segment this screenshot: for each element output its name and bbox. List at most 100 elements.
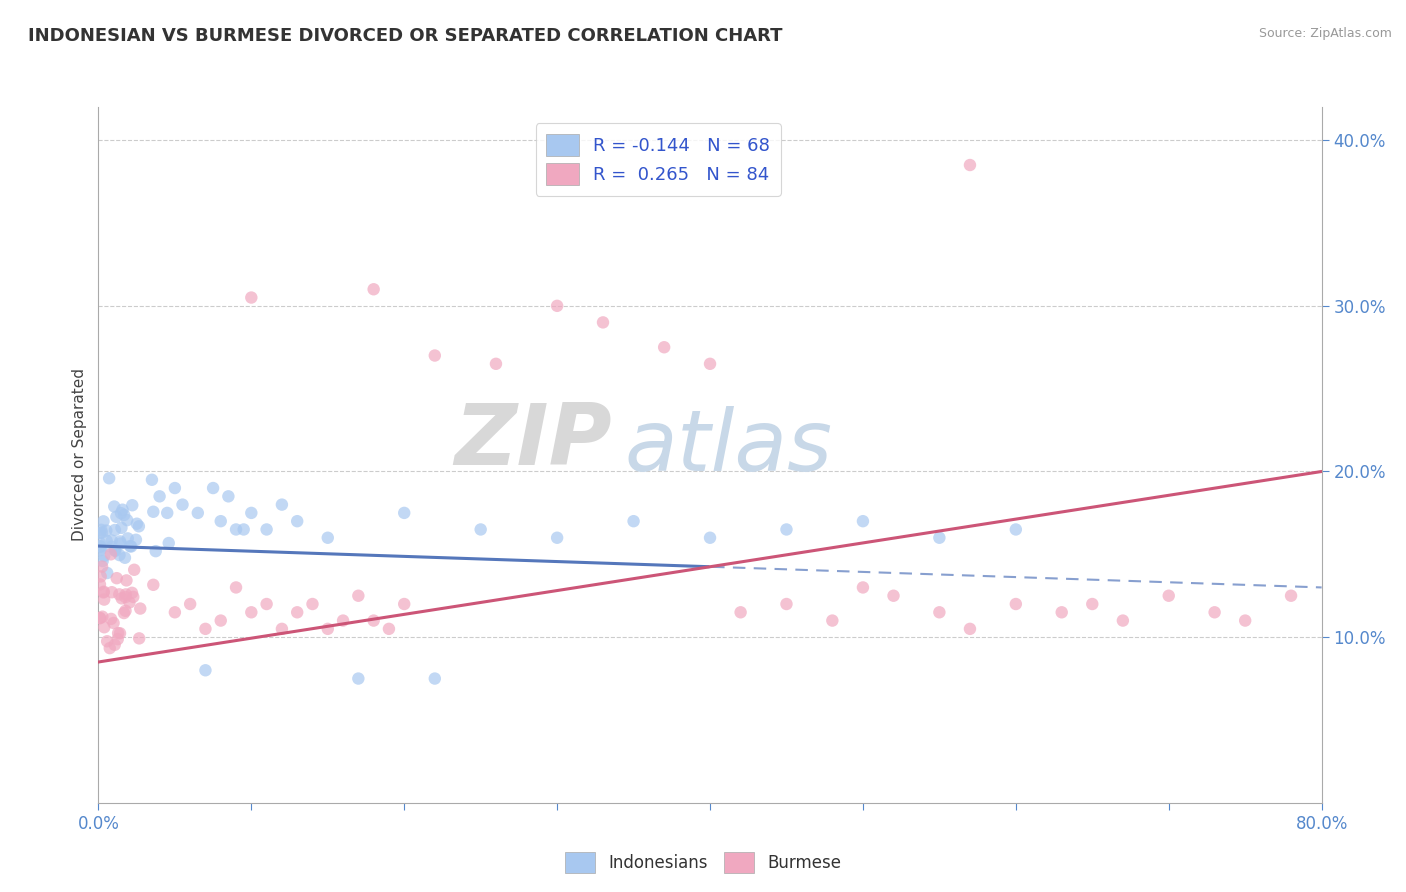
Point <box>105 509 128 524</box>
Point <box>316 531 339 545</box>
Point <box>112 606 135 620</box>
Point <box>98 471 121 485</box>
Point <box>104 638 127 652</box>
Point <box>163 481 186 495</box>
Point <box>91 554 114 568</box>
Point <box>98 641 121 656</box>
Point <box>145 544 167 558</box>
Point <box>194 622 217 636</box>
Point <box>104 544 127 558</box>
Point <box>699 531 721 545</box>
Point <box>928 531 950 545</box>
Point <box>149 489 172 503</box>
Point <box>121 586 143 600</box>
Point <box>959 158 981 172</box>
Point <box>852 514 875 528</box>
Point <box>90 523 112 537</box>
Point <box>240 291 263 305</box>
Point <box>423 672 446 686</box>
Point <box>187 506 209 520</box>
Point <box>120 540 142 554</box>
Point <box>485 357 508 371</box>
Point <box>240 605 263 619</box>
Point <box>363 282 385 296</box>
Point <box>90 540 112 554</box>
Point <box>93 585 115 599</box>
Point <box>156 506 179 520</box>
Point <box>103 500 125 514</box>
Point <box>90 569 112 583</box>
Point <box>623 514 645 528</box>
Point <box>256 597 278 611</box>
Point <box>114 604 136 618</box>
Point <box>89 611 111 625</box>
Point <box>285 605 308 619</box>
Point <box>128 632 150 646</box>
Point <box>104 523 127 537</box>
Point <box>96 533 118 548</box>
Point <box>546 299 568 313</box>
Point <box>114 587 136 601</box>
Point <box>270 498 294 512</box>
Point <box>392 597 416 611</box>
Point <box>96 634 118 648</box>
Point <box>157 536 180 550</box>
Y-axis label: Divorced or Separated: Divorced or Separated <box>72 368 87 541</box>
Point <box>104 543 127 558</box>
Point <box>470 523 492 537</box>
Point <box>301 597 323 611</box>
Point <box>111 502 134 516</box>
Point <box>1234 614 1257 628</box>
Point <box>142 505 165 519</box>
Point <box>121 498 143 512</box>
Text: ZIP: ZIP <box>454 400 612 483</box>
Point <box>122 563 145 577</box>
Point <box>122 590 145 604</box>
Point <box>270 622 294 636</box>
Point <box>423 349 446 363</box>
Point <box>108 534 131 549</box>
Point <box>378 622 401 636</box>
Point <box>101 533 124 548</box>
Point <box>91 525 114 540</box>
Point <box>332 614 354 628</box>
Point <box>96 524 118 538</box>
Point <box>852 581 875 595</box>
Point <box>90 542 112 557</box>
Point <box>209 614 232 628</box>
Point <box>1050 605 1073 619</box>
Point <box>821 614 844 628</box>
Point <box>93 592 115 607</box>
Point <box>107 632 129 647</box>
Point <box>202 481 225 495</box>
Point <box>100 547 122 561</box>
Point <box>111 591 134 606</box>
Point <box>91 559 114 574</box>
Point <box>128 519 150 533</box>
Point <box>89 525 111 540</box>
Point <box>125 533 148 547</box>
Point <box>110 536 132 550</box>
Point <box>112 508 135 522</box>
Point <box>1004 523 1026 537</box>
Point <box>652 340 675 354</box>
Point <box>108 587 131 601</box>
Point <box>699 357 721 371</box>
Point <box>118 595 141 609</box>
Point <box>363 614 385 628</box>
Point <box>1112 614 1135 628</box>
Point <box>347 589 370 603</box>
Point <box>179 597 201 611</box>
Point <box>240 506 263 520</box>
Point <box>1004 597 1026 611</box>
Point <box>546 531 568 545</box>
Point <box>129 601 152 615</box>
Point <box>100 540 122 554</box>
Point <box>115 574 138 588</box>
Point <box>108 548 131 562</box>
Point <box>114 590 136 604</box>
Point <box>256 523 278 537</box>
Point <box>125 516 148 531</box>
Legend: R = -0.144   N = 68, R =  0.265   N = 84: R = -0.144 N = 68, R = 0.265 N = 84 <box>536 123 782 196</box>
Point <box>209 514 232 528</box>
